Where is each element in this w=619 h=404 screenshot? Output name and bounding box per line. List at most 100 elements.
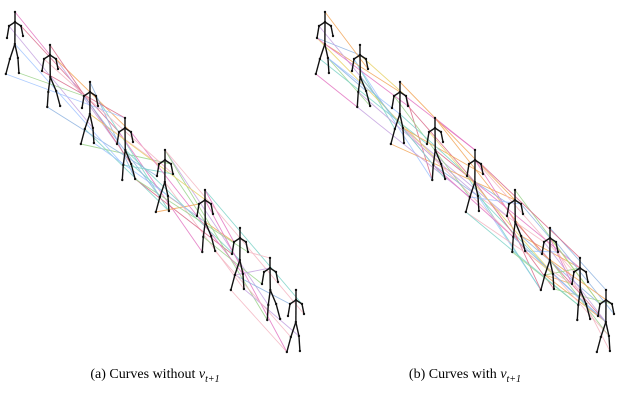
- joint: [295, 321, 297, 323]
- joint: [579, 289, 581, 291]
- joint: [245, 241, 247, 243]
- curve: [165, 150, 267, 320]
- joint: [130, 131, 132, 133]
- joint: [365, 58, 367, 60]
- skeleton: [286, 289, 306, 353]
- bone: [433, 150, 435, 165]
- caption-subscript: t+1: [205, 374, 220, 385]
- joint: [605, 321, 607, 323]
- joint: [571, 283, 573, 285]
- joint: [132, 141, 134, 143]
- joint: [18, 72, 20, 74]
- joint: [351, 70, 353, 72]
- bone: [320, 44, 325, 59]
- skeleton: [596, 289, 616, 353]
- joint: [611, 303, 613, 305]
- joint: [210, 203, 212, 205]
- joint: [298, 335, 300, 337]
- joint: [553, 288, 555, 290]
- joint: [8, 25, 10, 27]
- caption-text: (a) Curves without: [90, 367, 195, 382]
- joint: [605, 299, 607, 301]
- joint: [261, 283, 263, 285]
- joint: [80, 143, 82, 145]
- bone: [541, 275, 545, 290]
- bone: [288, 304, 290, 316]
- joint: [204, 199, 206, 201]
- bone: [553, 274, 554, 289]
- bone: [507, 204, 509, 216]
- joint: [434, 149, 436, 151]
- bone: [197, 204, 199, 216]
- bone: [81, 129, 85, 144]
- joint: [506, 215, 508, 217]
- skeleton: [5, 11, 25, 75]
- joint: [576, 319, 578, 321]
- joint: [266, 319, 268, 321]
- bone: [542, 242, 544, 254]
- joint: [20, 25, 22, 27]
- caption: (a) Curves without vt+1: [90, 367, 219, 385]
- joint: [92, 127, 94, 129]
- curve: [354, 59, 432, 180]
- bone: [7, 26, 9, 38]
- joint: [316, 37, 318, 39]
- joint: [608, 335, 610, 337]
- joint: [263, 271, 265, 273]
- joint: [124, 149, 126, 151]
- joint: [514, 189, 516, 191]
- bone: [441, 132, 443, 142]
- joint: [198, 203, 200, 205]
- joint: [212, 213, 214, 215]
- bone: [47, 92, 48, 107]
- joint: [573, 271, 575, 273]
- curve: [81, 144, 171, 164]
- bone: [18, 58, 19, 73]
- bone: [512, 237, 513, 252]
- joint: [269, 267, 271, 269]
- joint: [14, 21, 16, 23]
- figure: (a) Curves without vt+1 (b) Curves with …: [0, 0, 619, 404]
- joint: [508, 203, 510, 205]
- joint: [544, 274, 546, 276]
- joint: [555, 241, 557, 243]
- joint: [295, 289, 297, 291]
- joint: [324, 43, 326, 45]
- bone: [316, 59, 320, 74]
- joint: [95, 95, 97, 97]
- joint: [324, 21, 326, 23]
- curve: [394, 96, 470, 197]
- caption-text: (b) Curves with: [409, 367, 497, 382]
- joint: [121, 179, 123, 181]
- bone: [577, 305, 578, 320]
- joint: [399, 81, 401, 83]
- joint: [432, 164, 434, 166]
- joint: [597, 315, 599, 317]
- joint: [46, 106, 48, 108]
- joint: [540, 289, 542, 291]
- curve: [244, 289, 299, 336]
- joint: [277, 281, 279, 283]
- bone: [352, 59, 354, 71]
- joint: [164, 181, 166, 183]
- joint: [557, 251, 559, 253]
- joint: [399, 113, 401, 115]
- joint: [512, 236, 514, 238]
- joint: [474, 181, 476, 183]
- joint: [89, 81, 91, 83]
- joint: [116, 143, 118, 145]
- joint: [428, 131, 430, 133]
- skeleton: [465, 149, 485, 213]
- joint: [168, 210, 170, 212]
- joint: [543, 241, 545, 243]
- curve: [156, 204, 199, 212]
- joint: [482, 173, 484, 175]
- joint: [231, 253, 233, 255]
- curve: [317, 38, 441, 164]
- joint: [130, 163, 132, 165]
- curve: [44, 59, 173, 174]
- bone: [42, 59, 44, 71]
- curve: [205, 190, 302, 304]
- joint: [22, 35, 24, 37]
- bone: [82, 96, 84, 108]
